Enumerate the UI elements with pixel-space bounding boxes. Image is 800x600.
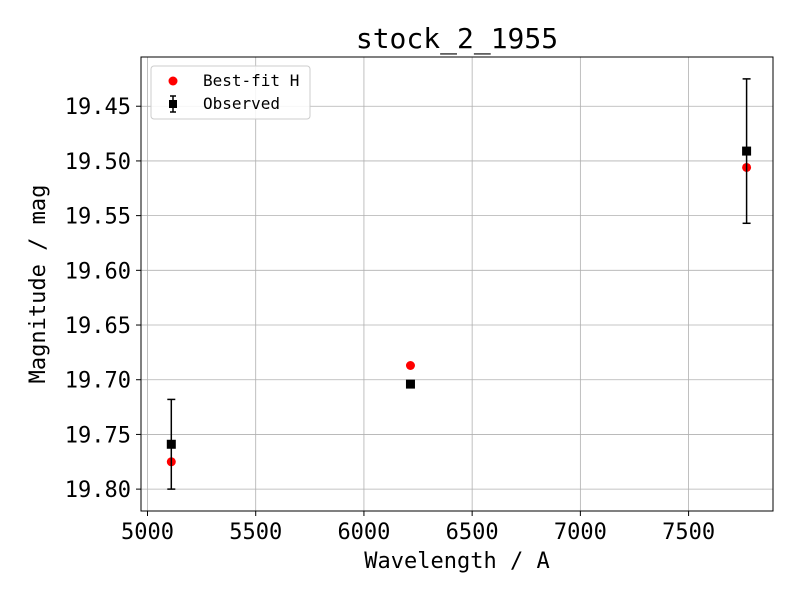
legend-marker-best-fit [168, 76, 178, 86]
ticks: 5000 5500 6000 6500 7000 7500 19.45 19.50 19.55 1… [65, 95, 715, 545]
x-tick-label: 7000 [554, 520, 607, 545]
x-tick-label: 5500 [229, 520, 282, 545]
y-tick-label: 19.65 [65, 314, 131, 339]
y-tick-label: 19.45 [65, 95, 131, 120]
x-tick-label: 7500 [662, 520, 715, 545]
legend-label: Best-fit H [203, 71, 299, 90]
y-tick-label: 19.50 [65, 150, 131, 175]
legend-marker-observed [169, 100, 177, 108]
observed-point [166, 439, 176, 449]
chart-title: stock_2_1955 [356, 22, 558, 56]
best-fit-point [405, 361, 415, 371]
observed-point [742, 146, 752, 156]
y-tick-label: 19.55 [65, 205, 131, 230]
plot-frame [140, 56, 774, 512]
legend-box [150, 65, 311, 120]
y-tick-label: 19.60 [65, 259, 131, 284]
y-tick-label: 19.70 [65, 369, 131, 394]
x-tick-label: 6000 [337, 520, 390, 545]
data-points [166, 78, 752, 490]
x-tick-label: 6500 [446, 520, 499, 545]
x-tick-label: 5000 [121, 520, 174, 545]
y-axis-label: Magnitude / mag [26, 185, 51, 384]
grid [141, 57, 773, 511]
observed-point [405, 379, 415, 389]
x-axis-label: Wavelength / A [364, 549, 549, 574]
y-tick-label: 19.75 [65, 423, 131, 448]
legend: Best-fit H Observed [150, 65, 311, 120]
legend-label: Observed [203, 94, 280, 113]
y-tick-label: 19.80 [65, 478, 131, 503]
